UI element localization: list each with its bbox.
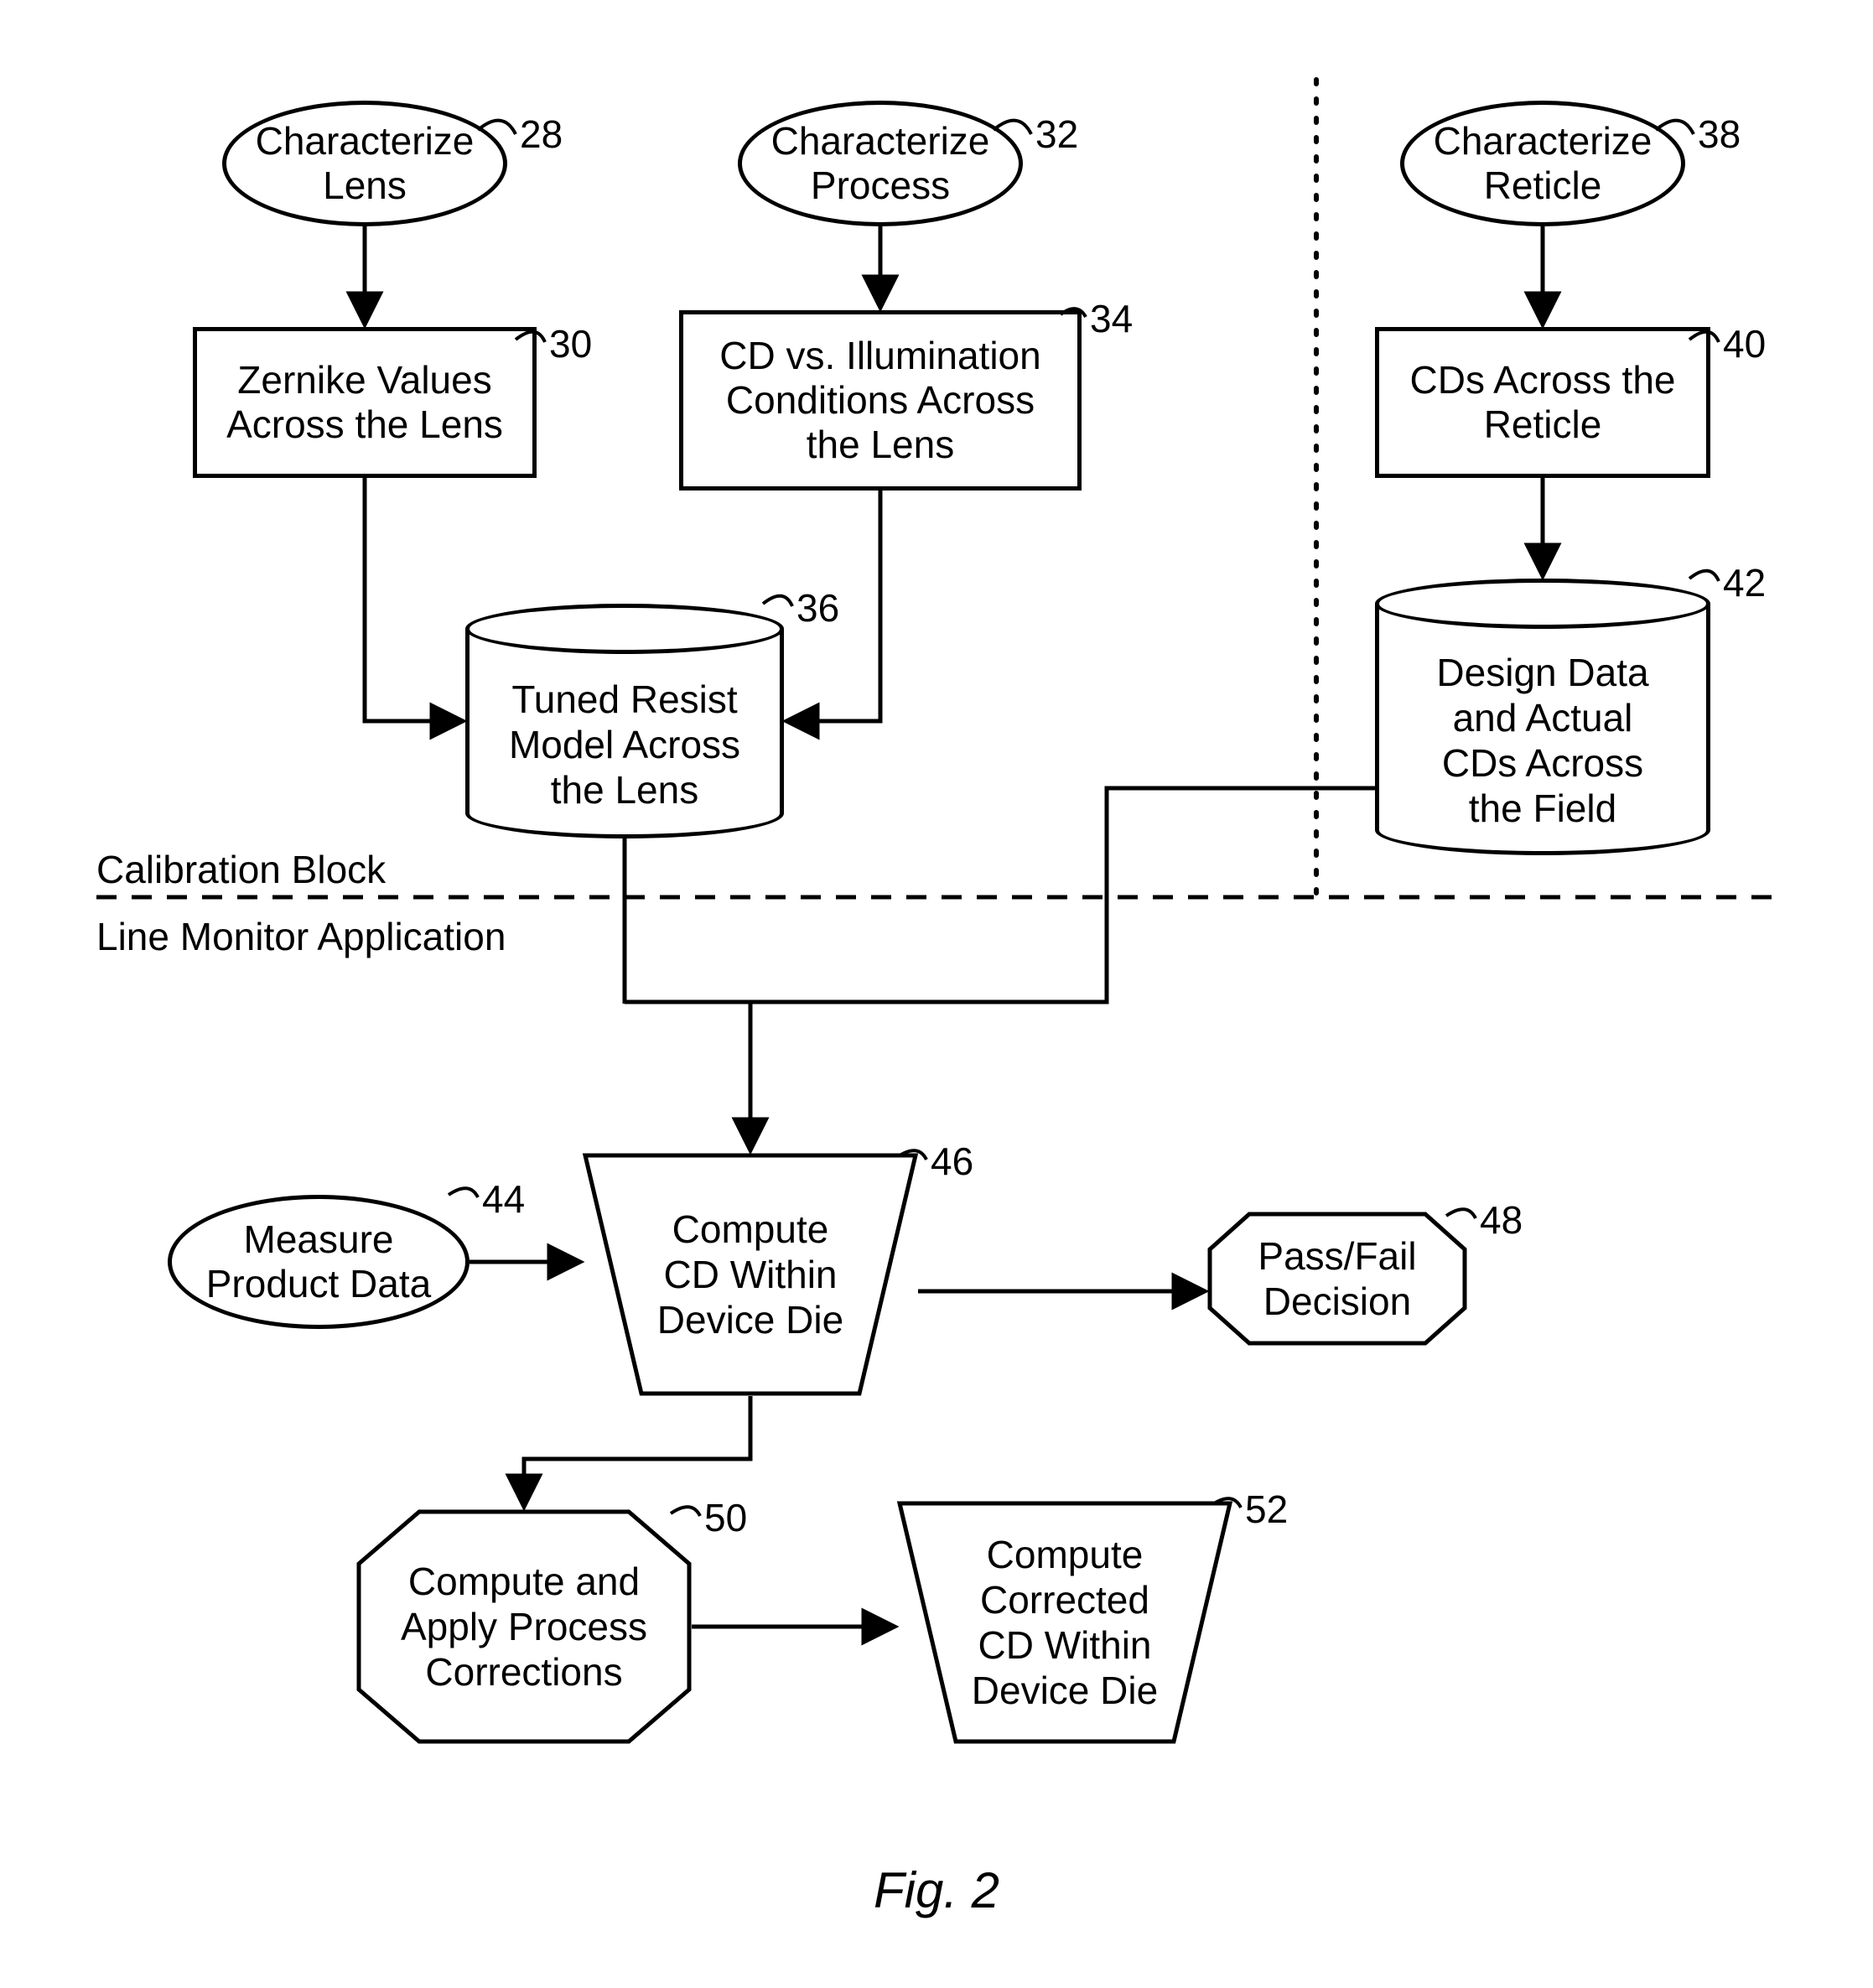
node-measure-product-data: Measure Product Data [168, 1195, 470, 1329]
node-characterize-reticle: Characterize Reticle [1400, 101, 1685, 226]
node-text: Characterize Reticle [1434, 119, 1652, 208]
node-text: Compute CD Within Device Die [657, 1207, 843, 1342]
node-design-data-cds: Design Data and Actual CDs Across the Fi… [1375, 579, 1710, 855]
ref-label-40: 40 [1723, 323, 1766, 366]
node-text: Tuned Resist Model Across the Lens [509, 677, 740, 812]
figure-caption: Fig. 2 [874, 1861, 999, 1919]
node-characterize-process: Characterize Process [738, 101, 1023, 226]
ref-label-44: 44 [482, 1178, 525, 1221]
node-text: Zernike Values Across the Lens [226, 358, 503, 447]
node-characterize-lens: Characterize Lens [222, 101, 507, 226]
ref-label-28: 28 [520, 113, 563, 156]
node-text: Characterize Lens [256, 119, 475, 208]
node-compute-apply-corrections: Compute and Apply Process Corrections [356, 1509, 692, 1744]
node-text: Characterize Process [771, 119, 990, 208]
node-text: Pass/Fail Decision [1258, 1233, 1416, 1324]
ref-label-50: 50 [704, 1497, 747, 1539]
node-text: Compute and Apply Process Corrections [401, 1559, 647, 1695]
section-label-calibration: Calibration Block [96, 847, 386, 892]
node-text: Design Data and Actual CDs Across the Fi… [1436, 650, 1648, 831]
node-compute-cd-within-die: Compute CD Within Device Die [583, 1153, 918, 1396]
ref-label-42: 42 [1723, 562, 1766, 605]
diagram-canvas: Calibration Block Line Monitor Applicati… [0, 0, 1873, 1988]
node-cds-across-reticle: CDs Across the Reticle [1375, 327, 1710, 478]
node-text: Compute Corrected CD Within Device Die [972, 1532, 1158, 1713]
node-text: Measure Product Data [206, 1217, 431, 1306]
section-label-monitor: Line Monitor Application [96, 914, 506, 959]
node-cd-vs-illumination: CD vs. Illumination Conditions Across th… [679, 310, 1082, 491]
node-tuned-resist-model: Tuned Resist Model Across the Lens [465, 604, 784, 838]
ref-label-30: 30 [549, 323, 592, 366]
ref-label-36: 36 [796, 587, 839, 630]
node-text: CD vs. Illumination Conditions Across th… [719, 334, 1040, 467]
node-compute-corrected-cd: Compute Corrected CD Within Device Die [897, 1501, 1232, 1744]
node-pass-fail: Pass/Fail Decision [1207, 1212, 1467, 1346]
ref-label-46: 46 [931, 1140, 973, 1183]
ref-label-52: 52 [1245, 1488, 1288, 1531]
node-text: CDs Across the Reticle [1410, 358, 1676, 447]
ref-label-48: 48 [1480, 1199, 1523, 1242]
node-zernike-values: Zernike Values Across the Lens [193, 327, 537, 478]
ref-label-38: 38 [1698, 113, 1741, 156]
ref-label-34: 34 [1090, 298, 1133, 340]
ref-label-32: 32 [1035, 113, 1078, 156]
